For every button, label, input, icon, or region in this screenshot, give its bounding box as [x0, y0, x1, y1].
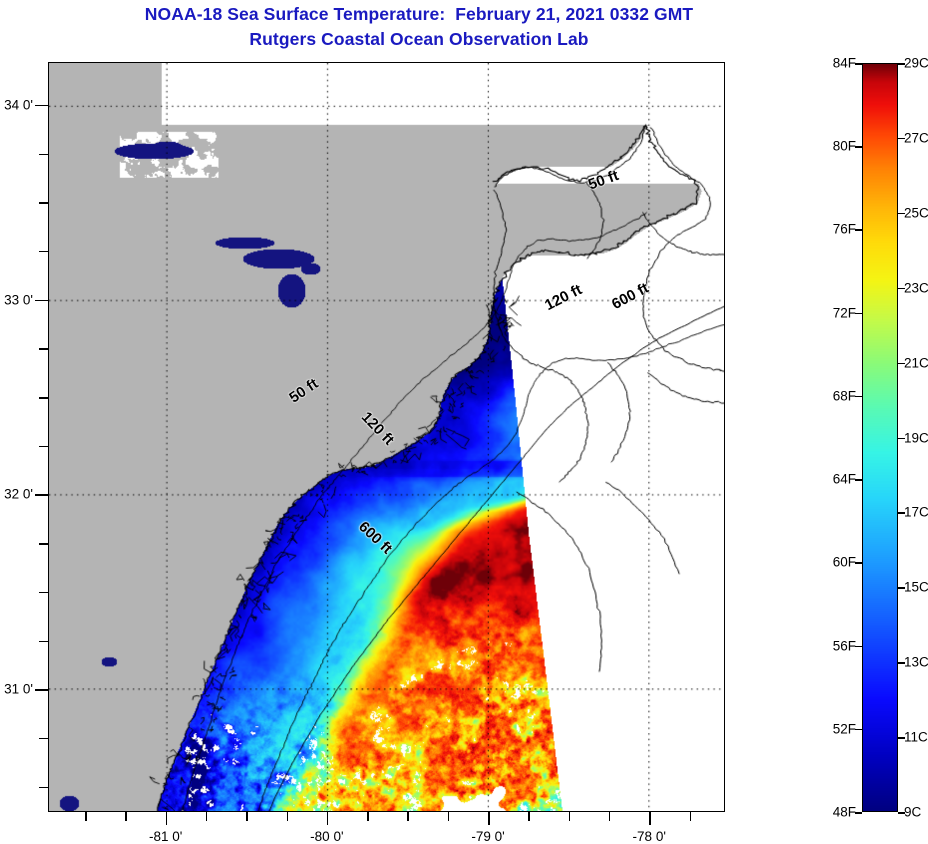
y-tick-minor: [39, 737, 48, 740]
y-tick-minor: [39, 397, 48, 399]
x-tick-major: [649, 812, 651, 825]
y-tick-minor: [39, 786, 48, 789]
x-tick-major: [326, 812, 329, 825]
colorbar-tick-f: [855, 728, 862, 731]
colorbar-tick-c: [898, 737, 905, 739]
colorbar-label-fahrenheit: 80F: [832, 138, 856, 154]
colorbar-label-celsius: 19C: [904, 430, 928, 445]
colorbar-tick-c: [898, 662, 905, 664]
y-tick-minor: [39, 640, 48, 643]
axis-ticks: [35, 62, 725, 825]
y-tick-minor: [39, 250, 48, 253]
colorbar-tick-f: [855, 63, 862, 65]
colorbar-tick-f: [855, 146, 862, 148]
colorbar-tick-f: [855, 229, 862, 231]
colorbar-label-celsius: 25C: [904, 205, 928, 221]
y-tick-major: [35, 689, 48, 691]
colorbar-label-fahrenheit: 48F: [832, 804, 856, 820]
colorbar-tick-c: [898, 63, 905, 65]
x-tick-minor: [689, 812, 692, 821]
colorbar[interactable]: [855, 63, 905, 814]
colorbar-tick-c: [898, 512, 905, 514]
x-axis-label: -78 0': [632, 829, 666, 844]
colorbar-label-celsius: 11C: [904, 729, 928, 745]
colorbar-label-celsius: 29C: [904, 55, 928, 71]
x-axis-label: -79 0': [471, 829, 505, 844]
y-tick-minor: [39, 591, 48, 594]
x-tick-minor: [85, 812, 87, 821]
colorbar-label-fahrenheit: 60F: [832, 554, 856, 570]
colorbar-label-fahrenheit: 56F: [832, 638, 856, 654]
colorbar-label-celsius: 15C: [904, 579, 928, 595]
colorbar-tick-c: [898, 437, 905, 439]
y-tick-major: [35, 494, 48, 496]
colorbar-label-celsius: 21C: [904, 355, 928, 371]
x-axis-label: -81 0': [148, 829, 183, 844]
colorbar-label-fahrenheit: 68F: [832, 388, 856, 404]
x-tick-minor: [367, 812, 369, 821]
y-axis-label: 31 0': [4, 681, 33, 697]
colorbar-label-fahrenheit: 84F: [832, 55, 856, 71]
x-tick-minor: [205, 812, 208, 821]
x-tick-minor: [286, 812, 289, 821]
x-tick-minor: [246, 812, 248, 821]
y-tick-minor: [39, 543, 48, 545]
colorbar-label-fahrenheit: 64F: [832, 471, 856, 487]
colorbar-label-fahrenheit: 72F: [832, 305, 856, 321]
colorbar-tick-f: [855, 479, 862, 481]
colorbar-tick-c: [898, 362, 905, 365]
x-tick-minor: [528, 812, 530, 821]
colorbar-label-celsius: 13C: [904, 654, 928, 670]
colorbar-label-celsius: 27C: [904, 130, 928, 146]
colorbar-label-celsius: 9C: [904, 804, 922, 820]
x-tick-major: [488, 812, 490, 825]
x-tick-minor: [407, 812, 409, 821]
y-axis-label: 34 0': [4, 97, 33, 113]
colorbar-tick-c: [898, 587, 905, 589]
x-tick-major: [165, 812, 168, 825]
colorbar-tick-f: [855, 645, 862, 648]
x-tick-minor: [568, 812, 571, 821]
sst-map[interactable]: 50 ft 50 ft 120 ft 120 ft 600 ft 600 ft: [48, 62, 725, 812]
y-tick-major: [35, 299, 48, 302]
colorbar-tick-c: [898, 137, 905, 140]
x-tick-minor: [608, 812, 611, 821]
colorbar-tick-c: [898, 287, 905, 290]
colorbar-tick-f: [855, 812, 862, 814]
colorbar-frame: [862, 63, 898, 812]
colorbar-tick-f: [855, 312, 862, 315]
x-tick-minor: [447, 812, 450, 821]
y-axis-label: 33 0': [4, 292, 33, 308]
page-subtitle: Rutgers Coastal Ocean Observation Lab: [249, 29, 589, 49]
y-tick-minor: [39, 348, 48, 350]
colorbar-label-fahrenheit: 52F: [832, 721, 856, 737]
colorbar-label-celsius: 17C: [904, 504, 928, 520]
colorbar-tick-f: [855, 395, 862, 398]
colorbar-label-fahrenheit: 76F: [832, 221, 856, 237]
title-block: NOAA-18 Sea Surface Temperature: Februar…: [0, 2, 838, 52]
sst-raster: [49, 63, 724, 811]
page-title: NOAA-18 Sea Surface Temperature: Februar…: [144, 4, 694, 24]
y-tick-minor: [39, 153, 48, 156]
colorbar-label-celsius: 23C: [904, 280, 928, 296]
y-tick-minor: [39, 202, 48, 204]
colorbar-tick-f: [855, 562, 862, 564]
y-tick-major: [35, 104, 48, 107]
colorbar-tick-c: [898, 212, 905, 215]
x-tick-minor: [125, 812, 127, 821]
y-tick-minor: [39, 445, 48, 448]
x-axis-label: -80 0': [310, 829, 344, 844]
colorbar-gradient: [862, 63, 898, 812]
colorbar-tick-c: [898, 812, 905, 814]
y-axis-label: 32 0': [4, 486, 33, 502]
